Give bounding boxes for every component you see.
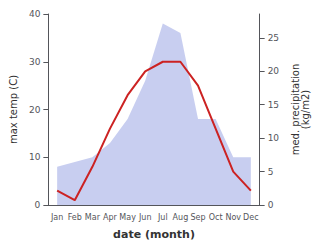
svg-text:date (month): date (month) [113,228,195,241]
svg-text:Dec: Dec [243,213,258,222]
svg-text:40: 40 [29,9,41,19]
svg-text:May: May [119,213,136,222]
svg-text:20: 20 [29,105,41,115]
svg-text:10: 10 [268,133,280,143]
svg-text:5: 5 [268,167,274,177]
svg-text:Aug: Aug [173,213,189,222]
svg-text:Apr: Apr [103,213,118,222]
svg-text:Nov: Nov [225,213,241,222]
svg-text:Jan: Jan [50,213,63,222]
svg-text:(kg/m2): (kg/m2) [300,90,311,130]
svg-text:30: 30 [29,57,41,67]
svg-text:20: 20 [268,66,280,76]
svg-text:Feb: Feb [68,213,82,222]
svg-text:max temp (C): max temp (C) [8,75,19,144]
svg-text:15: 15 [268,100,279,110]
svg-text:25: 25 [268,33,279,43]
svg-text:0: 0 [268,200,274,210]
svg-text:med. precipitation: med. precipitation [289,63,301,156]
svg-text:Mar: Mar [85,213,101,222]
svg-text:Sep: Sep [190,213,205,222]
svg-text:Oct: Oct [209,213,223,222]
svg-text:10: 10 [29,152,41,162]
svg-text:Jul: Jul [157,213,168,222]
svg-text:0: 0 [35,200,41,210]
svg-text:Jun: Jun [138,213,152,222]
